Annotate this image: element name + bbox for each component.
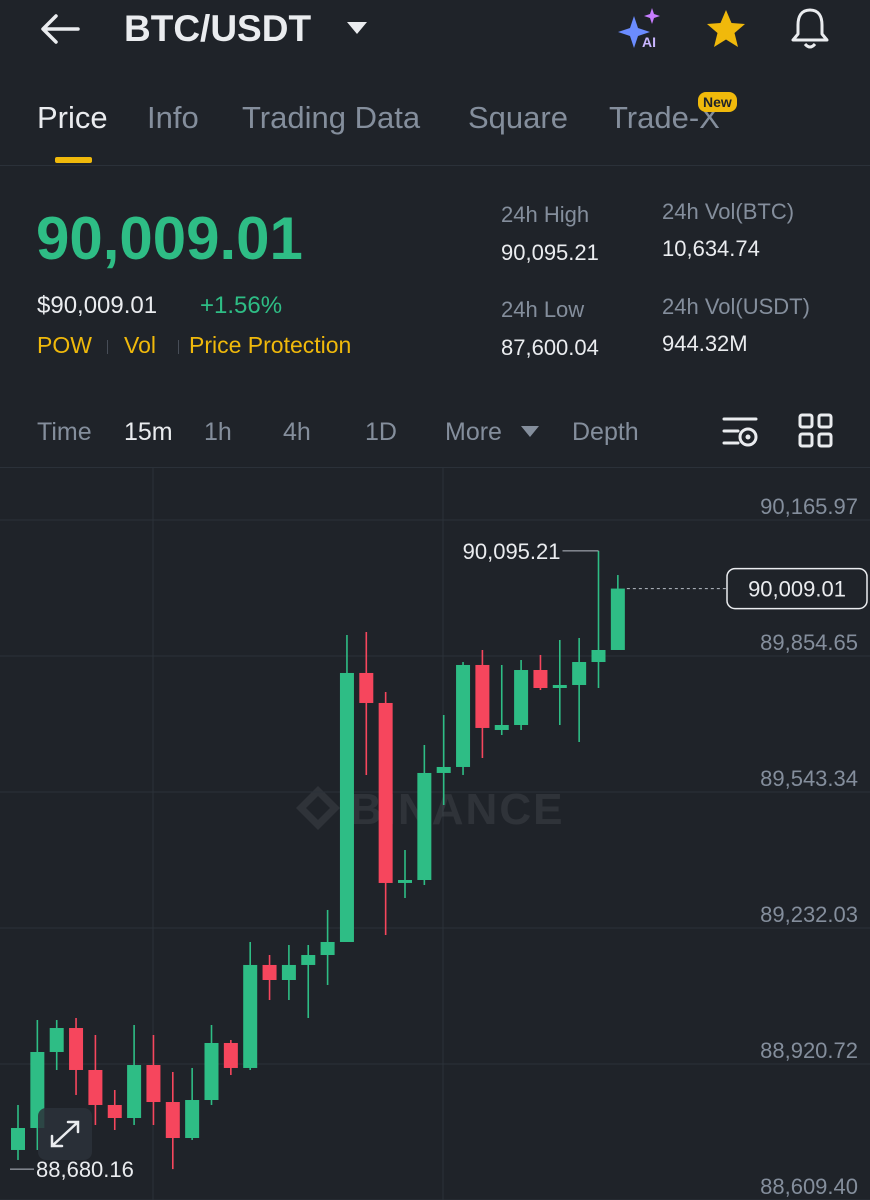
more-caret [521, 426, 539, 437]
candle-body [185, 1100, 200, 1139]
last-price-box [726, 567, 868, 610]
price-change: +1.56% [200, 292, 283, 319]
tab-indicator [55, 157, 92, 163]
interval[interactable]: 15m [124, 418, 173, 446]
candle-body [223, 1042, 238, 1068]
candle-body [11, 1128, 25, 1150]
candle-body [107, 1104, 122, 1119]
candle-body [127, 1065, 142, 1119]
tag[interactable]: Vol [124, 332, 156, 358]
ai-button[interactable]: AI [616, 6, 668, 52]
candle-body [69, 1028, 84, 1070]
usd-price: $90,009.01 [37, 292, 158, 319]
watermark-logo [296, 786, 340, 830]
candle-body [572, 662, 587, 685]
y-tick-label: 89,543.34 [760, 766, 858, 791]
candle-body [146, 1065, 161, 1103]
alert-bell[interactable] [788, 6, 832, 52]
y-tick-label: 89,854.65 [760, 630, 858, 655]
tag[interactable]: Price Protection [189, 332, 352, 358]
candle-body [320, 941, 335, 956]
interval[interactable]: 1h [204, 418, 232, 446]
divider [0, 165, 870, 166]
high-label: 90,095.21 [463, 539, 561, 564]
stat-label: 24h Low [501, 297, 585, 322]
stat-label: 24h Vol(USDT) [662, 294, 810, 319]
tab[interactable]: Square [468, 100, 568, 135]
indicator-settings[interactable] [722, 414, 760, 450]
candle-body [378, 702, 393, 883]
y-tick-label: 90,165.97 [760, 494, 858, 519]
candle-body [262, 964, 277, 980]
new-badge: New [698, 92, 737, 112]
tag[interactable]: POW [37, 332, 92, 358]
y-tick-label: 88,920.72 [760, 1038, 858, 1063]
candle-body [49, 1028, 64, 1052]
candle-body [514, 670, 529, 726]
pair-title[interactable]: BTC/USDT [124, 8, 312, 49]
layout-grid[interactable] [798, 413, 834, 449]
interval[interactable]: Time [37, 418, 92, 446]
pair-dropdown[interactable] [346, 20, 368, 36]
expand-button[interactable] [38, 1108, 92, 1160]
stat-value: 944.32M [662, 331, 748, 356]
candle-body [533, 670, 548, 689]
low-label: 88,680.16 [36, 1157, 134, 1182]
candle-body [456, 664, 471, 767]
candle-body [475, 664, 490, 728]
tab[interactable]: Info [147, 100, 199, 135]
candle-body [88, 1069, 103, 1105]
stat-value: 10,634.74 [662, 236, 760, 261]
interval[interactable]: 1D [365, 418, 397, 446]
expand-icon [50, 1120, 80, 1148]
candle-body [494, 725, 509, 730]
tag-separator [178, 340, 179, 354]
interval[interactable]: Depth [572, 418, 639, 446]
candle-body [165, 1102, 180, 1139]
back-button[interactable] [38, 12, 82, 46]
y-tick-label: 89,232.03 [760, 902, 858, 927]
divider [0, 467, 870, 468]
ai-badge: AI [642, 34, 656, 50]
tab[interactable]: Price [37, 100, 108, 135]
candle-body [417, 772, 432, 881]
favorite-star[interactable] [704, 8, 748, 50]
candle-body [204, 1042, 219, 1101]
tab[interactable]: Trading Data [242, 100, 421, 135]
candle-body [281, 964, 296, 980]
candle-body [436, 766, 451, 773]
candle-body [339, 672, 354, 942]
last-price: 90,009.01 [36, 205, 303, 272]
stat-value: 87,600.04 [501, 335, 599, 360]
y-tick-label: 88,609.40 [760, 1174, 858, 1199]
last-price-label: 90,009.01 [748, 577, 846, 602]
stat-value: 90,095.21 [501, 240, 599, 265]
tag-separator [107, 340, 108, 354]
candle-body [591, 649, 606, 663]
candle-body [610, 588, 625, 650]
candle-body [398, 880, 412, 883]
candle-body [552, 684, 567, 689]
stat-label: 24h Vol(BTC) [662, 199, 795, 224]
ai-icon [618, 8, 660, 48]
interval[interactable]: 4h [283, 418, 311, 446]
stat-label: 24h High [501, 202, 590, 227]
candle-body [243, 964, 258, 1068]
candle-body [359, 672, 374, 703]
interval[interactable]: More [445, 418, 502, 446]
candle-body [301, 955, 316, 965]
